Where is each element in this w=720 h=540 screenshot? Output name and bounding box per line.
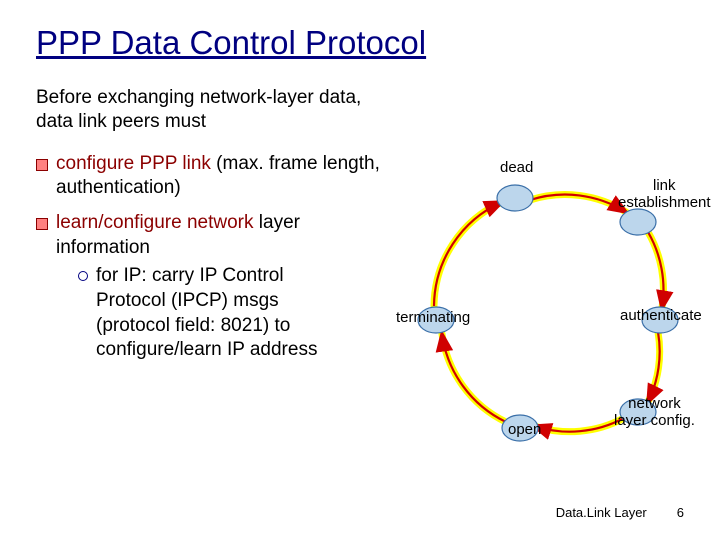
slide-footer: Data.Link Layer 6 <box>556 505 684 520</box>
footer-page: 6 <box>677 505 684 520</box>
state-label: linkestablishment <box>618 178 711 211</box>
bullet-1-text: configure PPP link (max. frame length, a… <box>56 152 416 201</box>
state-label: terminating <box>396 310 470 327</box>
bullet-2-text: learn/configure network layer informatio… <box>56 211 346 363</box>
bullet-1-lead: configure PPP link <box>56 153 211 174</box>
state-diagram: deadlinkestablishmentauthenticatenetwork… <box>400 160 700 460</box>
state-label: authenticate <box>620 308 702 325</box>
state-label: networklayer config. <box>614 396 695 429</box>
bullet-marker-icon <box>36 218 48 230</box>
footer-label: Data.Link Layer <box>556 505 647 520</box>
bullet-marker-icon <box>36 159 48 171</box>
sub-bullet-marker-icon <box>78 271 88 281</box>
state-label: dead <box>500 160 533 177</box>
slide-title: PPP Data Control Protocol <box>36 24 684 62</box>
bullet-2: learn/configure network layer informatio… <box>36 211 346 363</box>
bullet-1: configure PPP link (max. frame length, a… <box>36 152 416 201</box>
sub-bullet-text: for IP: carry IP Control Protocol (IPCP)… <box>96 264 346 363</box>
sub-bullet: for IP: carry IP Control Protocol (IPCP)… <box>78 264 346 363</box>
state-label: open <box>508 422 541 439</box>
bullet-2-lead: learn/configure network <box>56 212 254 233</box>
intro-text: Before exchanging network-layer data, da… <box>36 86 371 134</box>
